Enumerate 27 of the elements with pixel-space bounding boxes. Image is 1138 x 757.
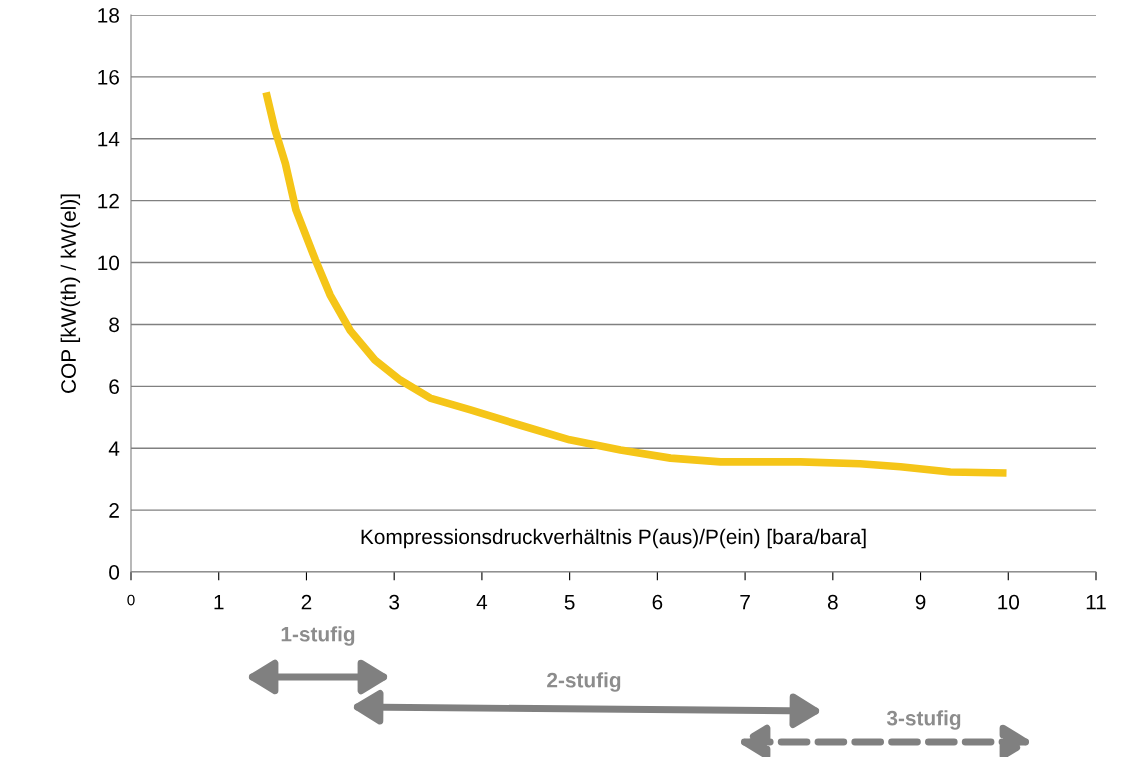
y-tick-label: 0 <box>109 565 120 580</box>
x-tick-label: 5 <box>564 594 575 610</box>
y-axis-title: COP [kW(th) / kW(el)] <box>60 194 81 393</box>
x-tick-label: 10 <box>998 594 1020 610</box>
text: 2-stufig <box>547 672 621 692</box>
text: 3-stufig <box>886 710 961 730</box>
y-tick-label: 18 <box>98 8 119 23</box>
y-tick-label: 8 <box>109 317 119 333</box>
y-tick-label: 16 <box>98 69 119 85</box>
y-tick-label: 6 <box>109 379 119 395</box>
y-tick-label: 12 <box>98 193 119 209</box>
text: 1-stufig <box>281 626 355 646</box>
x-tick-label: 9 <box>915 594 926 610</box>
x-axis-title: Kompressionsdruckverhältnis P(aus)/P(ein) [bara/bara] <box>361 528 866 549</box>
x-tick-label: 6 <box>652 594 663 610</box>
y-tick-label: 10 <box>98 255 120 271</box>
x-tick-label: 11 <box>1086 594 1106 610</box>
x-tick-label: 8 <box>827 594 838 610</box>
x-tick-label: 7 <box>740 594 750 610</box>
x-tick-label: 1 <box>214 594 224 610</box>
y-tick-label: 14 <box>98 131 120 147</box>
y-tick-label: 2 <box>109 503 119 518</box>
x-tick-label: 0 <box>127 594 135 606</box>
x-tick-label: 2 <box>301 594 312 610</box>
y-tick-label: 4 <box>108 441 120 456</box>
x-tick-label: 3 <box>389 594 400 610</box>
x-tick-label: 4 <box>476 594 488 610</box>
